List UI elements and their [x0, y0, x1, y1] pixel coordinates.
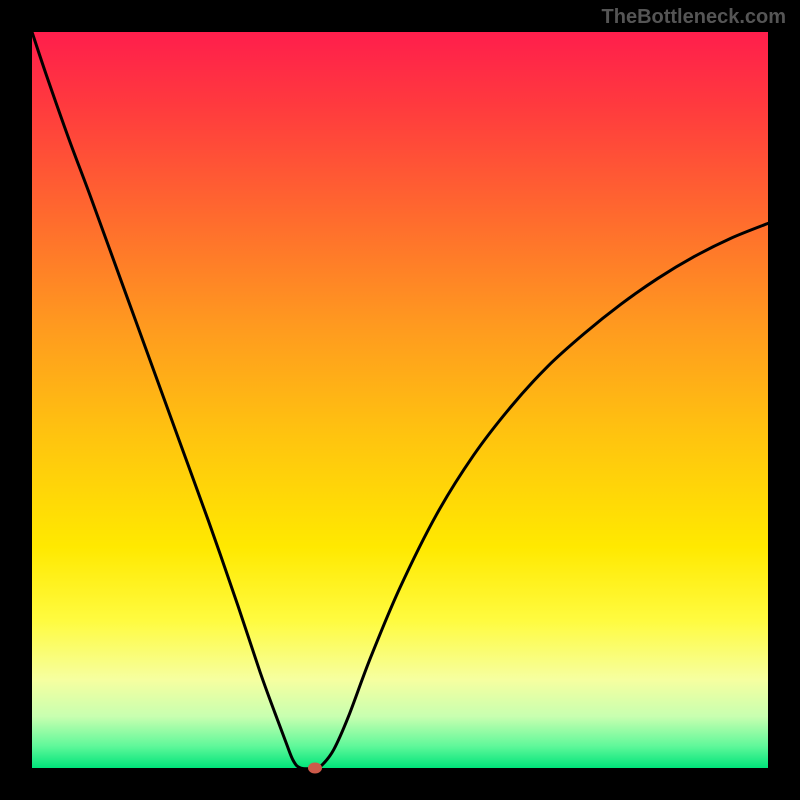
bottleneck-curve — [32, 32, 768, 768]
plot-area — [32, 32, 768, 768]
curve-svg — [32, 32, 768, 768]
optimum-marker — [308, 763, 322, 774]
watermark-text: TheBottleneck.com — [602, 6, 786, 29]
chart-container: TheBottleneck.com — [0, 0, 800, 800]
